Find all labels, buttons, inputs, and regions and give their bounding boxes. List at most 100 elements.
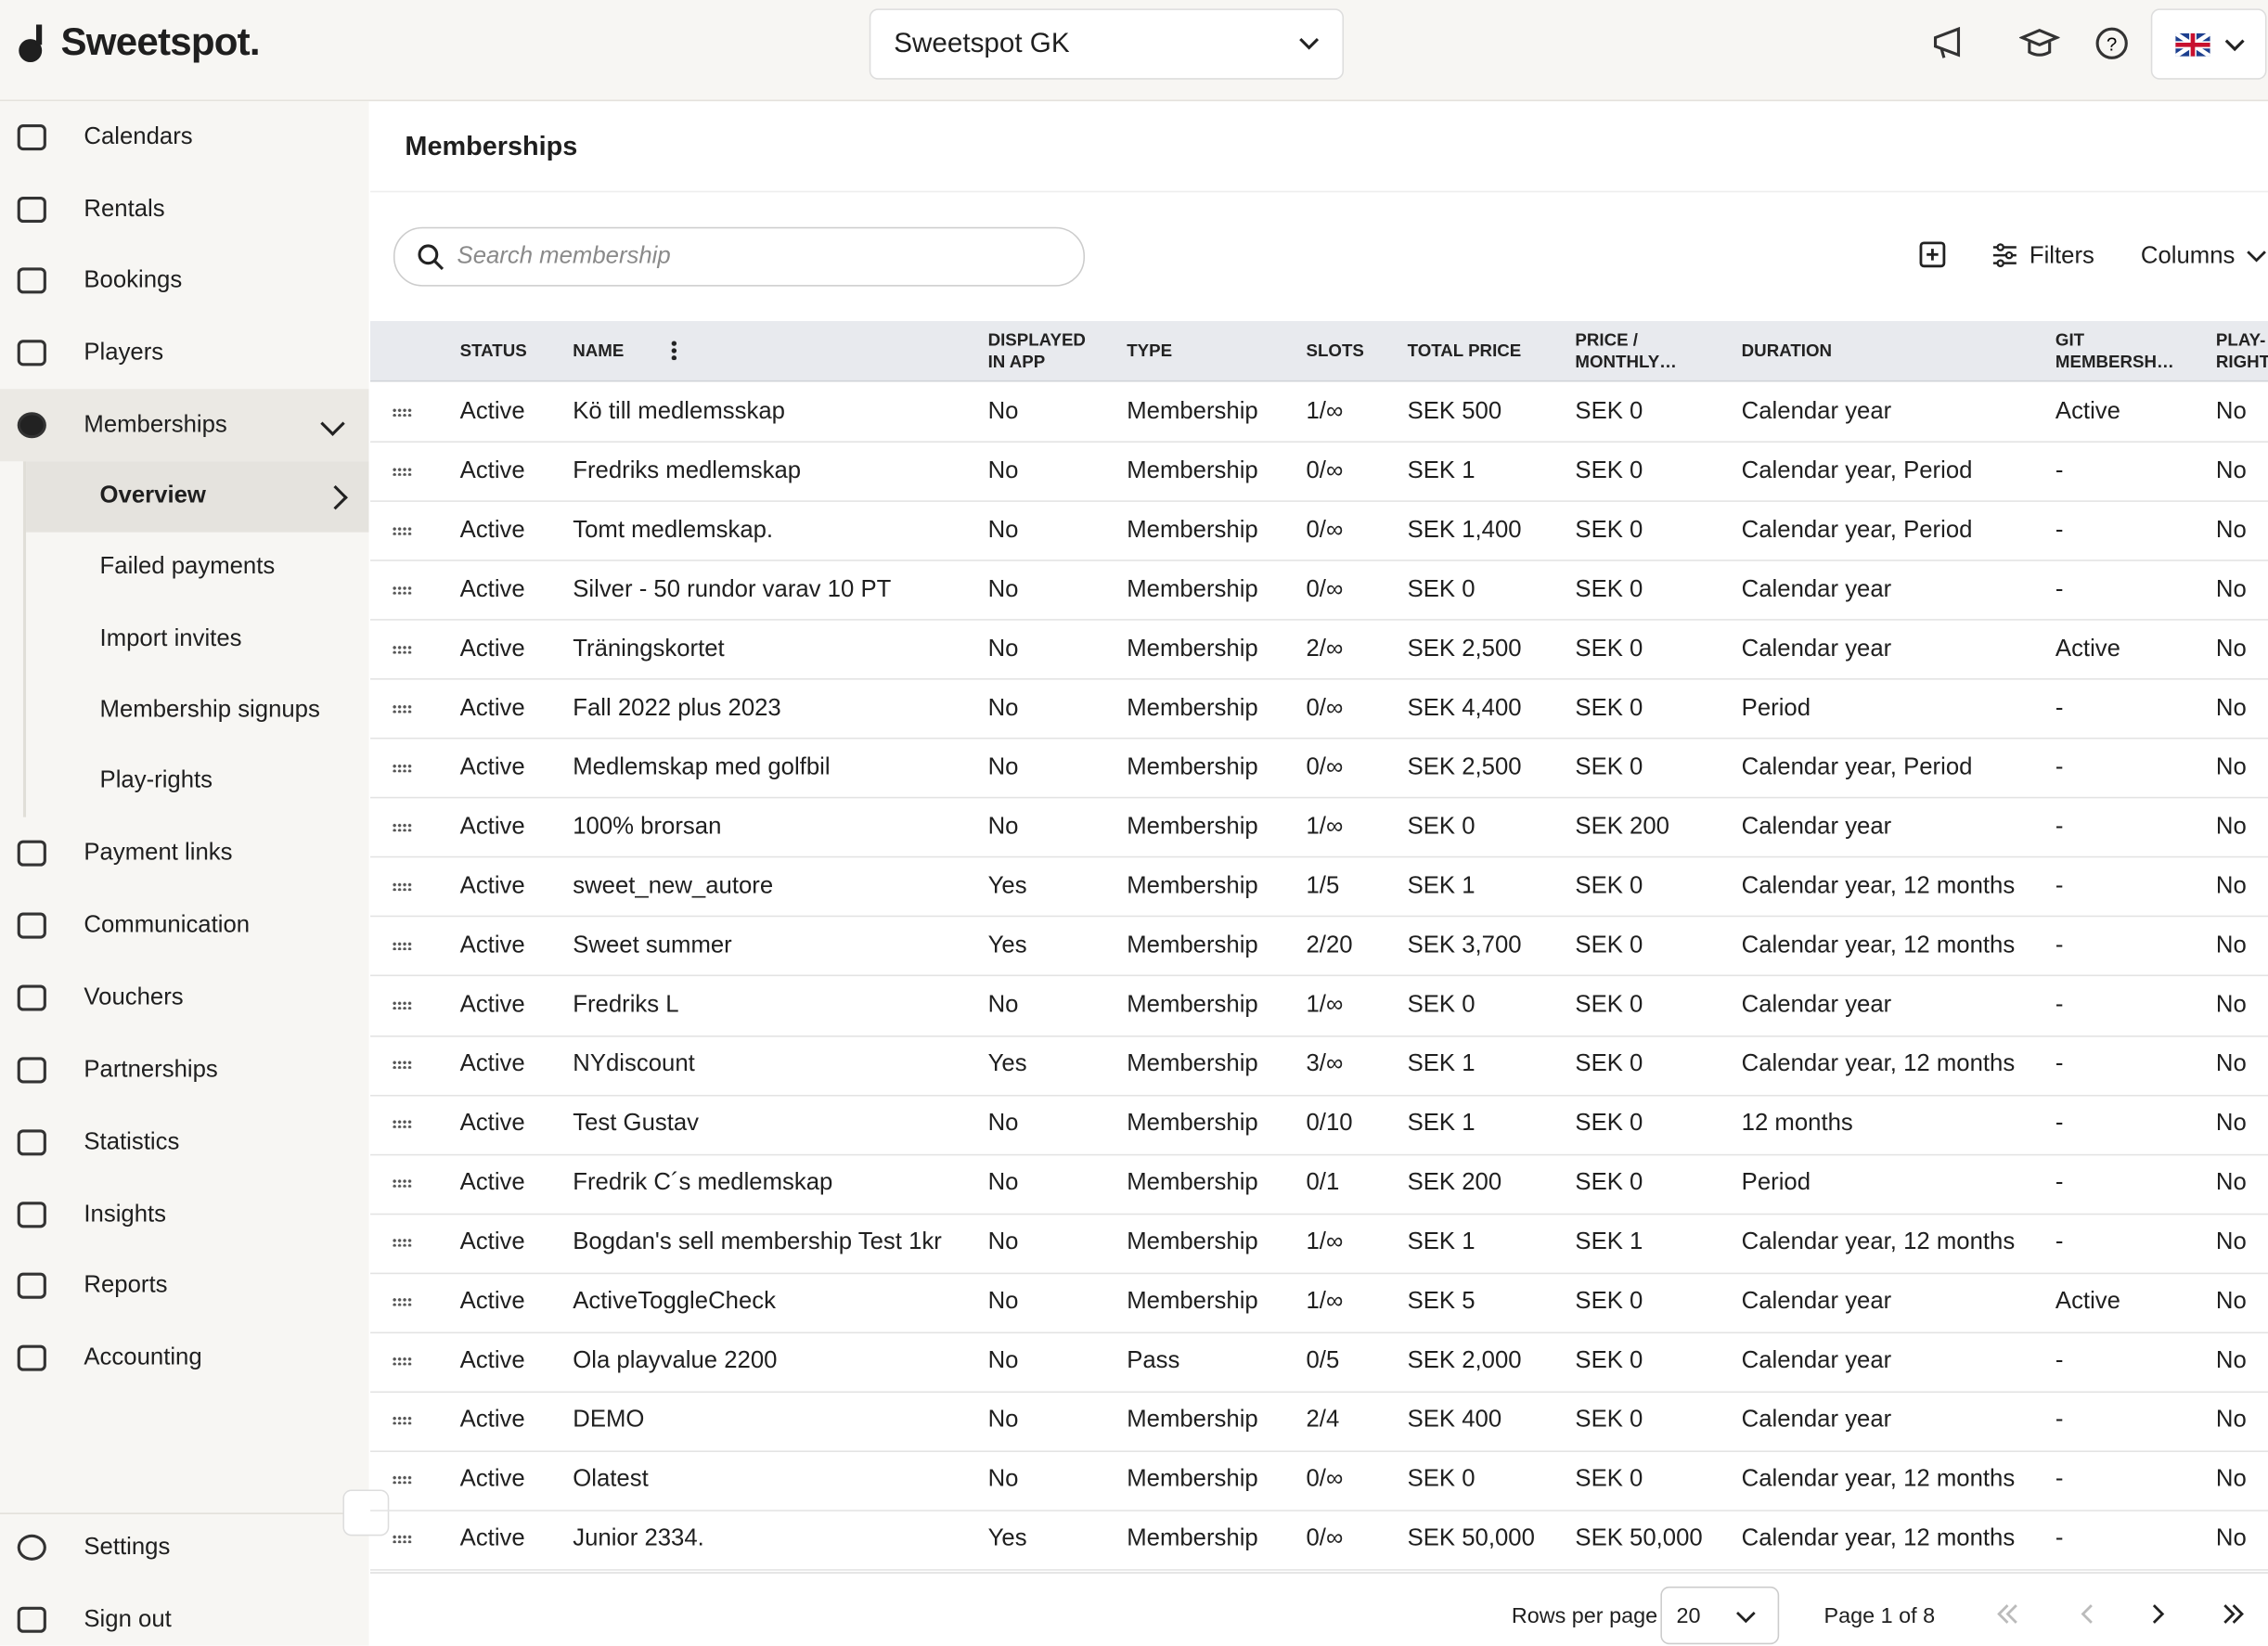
table-cell: Active — [2055, 636, 2120, 663]
table-cell: SEK 1 — [1408, 1050, 1475, 1078]
table-cell: 2/20 — [1307, 932, 1353, 959]
table-cell[interactable]: Olatest — [573, 1466, 648, 1494]
table-cell[interactable]: NYdiscount — [573, 1050, 695, 1078]
table-cell[interactable]: Tomt medlemskap. — [573, 517, 773, 545]
table-cell[interactable]: Test Gustav — [573, 1110, 699, 1138]
rows-per-page-select[interactable]: 20 — [1660, 1587, 1779, 1644]
table-cell: Membership — [1127, 1525, 1258, 1553]
table-cell[interactable]: Träningskortet — [573, 636, 724, 663]
table-cell: - — [2055, 873, 2064, 901]
table-cell: Period — [1742, 1169, 1811, 1197]
nav-item[interactable]: Insights — [84, 1201, 166, 1228]
nav-item[interactable]: Sign out — [84, 1606, 171, 1634]
table-cell[interactable]: Junior 2334. — [573, 1525, 704, 1553]
row-divider — [370, 1272, 2268, 1274]
filters-button[interactable]: Filters — [2030, 243, 2094, 271]
table-cell: 12 months — [1742, 1110, 1853, 1138]
table-cell[interactable]: 100% brorsan — [573, 814, 721, 842]
nav-item[interactable]: Settings — [84, 1534, 170, 1562]
nav-item[interactable]: Rentals — [84, 196, 164, 224]
nav-item[interactable]: Statistics — [84, 1128, 179, 1156]
table-cell: - — [2055, 1110, 2064, 1138]
sub-item[interactable]: Overview — [100, 482, 206, 510]
sub-item[interactable]: Failed payments — [100, 554, 276, 582]
announce-icon[interactable] — [1932, 26, 1970, 60]
table-cell: 2/4 — [1307, 1407, 1340, 1434]
table-cell: No — [2216, 1050, 2247, 1078]
academy-icon[interactable] — [2019, 26, 2060, 60]
table-cell: Membership — [1127, 754, 1258, 782]
table-cell: Active — [460, 1466, 525, 1494]
search-box[interactable]: Search membership — [393, 227, 1085, 287]
table-cell: SEK 0 — [1575, 1288, 1643, 1316]
add-button[interactable] — [1919, 241, 1947, 269]
table-cell: - — [2055, 517, 2064, 545]
table-cell[interactable]: Fredriks L — [573, 991, 678, 1019]
nav-item[interactable]: Accounting — [84, 1344, 201, 1372]
club-select[interactable]: Sweetspot GK — [870, 8, 1344, 79]
table-cell[interactable]: DEMO — [573, 1407, 644, 1434]
table-cell: 0/∞ — [1307, 1466, 1344, 1494]
language-select[interactable] — [2151, 8, 2267, 79]
nav-item[interactable]: Bookings — [84, 267, 182, 295]
nav-item[interactable]: Communication — [84, 912, 250, 940]
column-header[interactable]: TYPE — [1127, 340, 1172, 361]
table-cell[interactable]: Medlemskap med golfbil — [573, 754, 830, 782]
table-cell[interactable]: Kö till medlemsskap — [573, 398, 785, 426]
table-cell[interactable]: ActiveToggleCheck — [573, 1288, 776, 1316]
column-menu[interactable] — [671, 340, 677, 360]
nav-item[interactable]: Vouchers — [84, 984, 183, 1011]
sub-item[interactable]: Play-rights — [100, 767, 213, 795]
page-nav[interactable] — [1991, 1602, 2251, 1626]
table-cell[interactable]: Fall 2022 plus 2023 — [573, 695, 781, 723]
nav-item[interactable]: Players — [84, 340, 163, 367]
table-cell: Active — [460, 1288, 525, 1316]
table-cell: 0/∞ — [1307, 754, 1344, 782]
table-cell[interactable]: sweet_new_autore — [573, 873, 773, 901]
nav-item[interactable]: Calendars — [84, 123, 192, 151]
collapse-button[interactable] — [342, 1489, 389, 1536]
table-cell[interactable]: Fredriks medlemskap — [573, 457, 801, 485]
table-cell[interactable]: Bogdan's sell membership Test 1kr — [573, 1228, 942, 1256]
table-cell[interactable]: Sweet summer — [573, 932, 732, 959]
table-cell: Active — [460, 814, 525, 842]
row-divider — [370, 1569, 2268, 1571]
column-header[interactable]: DURATION — [1742, 340, 1832, 361]
table-cell: Membership — [1127, 1169, 1258, 1197]
row-divider — [370, 916, 2268, 918]
column-header[interactable]: STATUS — [460, 340, 527, 361]
column-header[interactable]: PRICE / MONTHLY… — [1575, 329, 1691, 373]
table-cell: - — [2055, 1347, 2064, 1375]
table-cell: SEK 0 — [1408, 991, 1475, 1019]
table-cell: 0/∞ — [1307, 576, 1344, 604]
columns-button[interactable]: Columns — [2141, 243, 2235, 271]
table-cell: Calendar year — [1742, 1347, 1892, 1375]
column-header[interactable]: PLAY-RIGHT — [2216, 329, 2268, 373]
nav-icon — [18, 1202, 46, 1228]
table-cell: Calendar year, 12 months — [1742, 1228, 2016, 1256]
nav-item[interactable]: Memberships — [84, 411, 226, 439]
nav-item[interactable]: Payment links — [84, 840, 232, 868]
sub-item[interactable]: Membership signups — [100, 696, 320, 724]
table-cell[interactable]: Ola playvalue 2200 — [573, 1347, 777, 1375]
table-cell[interactable]: Fredrik C´s medlemskap — [573, 1169, 832, 1197]
nav-item[interactable]: Reports — [84, 1272, 167, 1300]
row-divider — [370, 500, 2268, 502]
column-header[interactable]: SLOTS — [1307, 340, 1364, 361]
help-icon[interactable]: ? — [2094, 26, 2129, 60]
nav-item[interactable]: Partnerships — [84, 1056, 217, 1084]
column-header[interactable]: TOTAL PRICE — [1408, 340, 1522, 361]
table-cell: Membership — [1127, 873, 1258, 901]
column-header[interactable]: NAME — [573, 340, 624, 361]
table-cell: Active — [460, 636, 525, 663]
table-cell: SEK 1 — [1408, 1110, 1475, 1138]
table-cell: 1/∞ — [1307, 1228, 1344, 1256]
sub-item[interactable]: Import invites — [100, 625, 242, 653]
table-cell[interactable]: Silver - 50 rundor varav 10 PT — [573, 576, 891, 604]
column-header[interactable]: GIT MEMBERSH… — [2055, 329, 2171, 373]
table-cell: 0/10 — [1307, 1110, 1353, 1138]
table-cell: Active — [460, 457, 525, 485]
sidebar: Calendars Rentals Bookings Players Membershi… — [0, 101, 368, 1646]
column-header[interactable]: DISPLAYED IN APP — [988, 329, 1089, 373]
table-cell: No — [988, 991, 1019, 1019]
